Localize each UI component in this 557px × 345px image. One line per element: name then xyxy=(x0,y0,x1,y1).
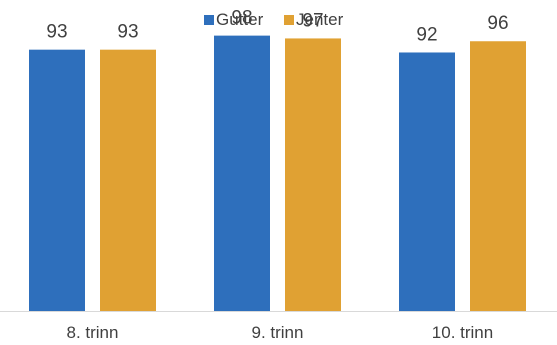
x-tick-label-3: 10. trinn xyxy=(432,323,493,342)
legend-label-gutter: Gutter xyxy=(216,10,264,29)
bar-group xyxy=(29,35,526,312)
x-tick-label-1: 8. trinn xyxy=(67,323,119,342)
legend-swatch-jenter xyxy=(284,15,294,25)
legend: Gutter Jenter xyxy=(204,10,344,29)
legend-swatch-gutter xyxy=(204,15,214,25)
bar-jenter-1 xyxy=(100,49,156,312)
data-label-gutter-3: 92 xyxy=(416,24,437,45)
legend-label-jenter: Jenter xyxy=(296,10,344,29)
data-label-gutter-1: 93 xyxy=(46,22,67,43)
bar-gutter-2 xyxy=(214,35,270,312)
bar-gutter-1 xyxy=(29,49,85,312)
data-label-group: 93 93 98 97 92 96 xyxy=(46,8,508,46)
data-label-jenter-1: 93 xyxy=(117,22,138,43)
data-label-gutter-2: 98 xyxy=(231,8,252,29)
x-tick-label-2: 9. trinn xyxy=(252,323,304,342)
x-tick-label-group: 8. trinn 9. trinn 10. trinn xyxy=(67,323,494,342)
data-label-jenter-3: 96 xyxy=(487,13,508,34)
bar-jenter-3 xyxy=(470,41,526,312)
bar-jenter-2 xyxy=(285,38,341,312)
data-label-jenter-2: 97 xyxy=(302,10,323,31)
bar-gutter-3 xyxy=(399,52,455,311)
